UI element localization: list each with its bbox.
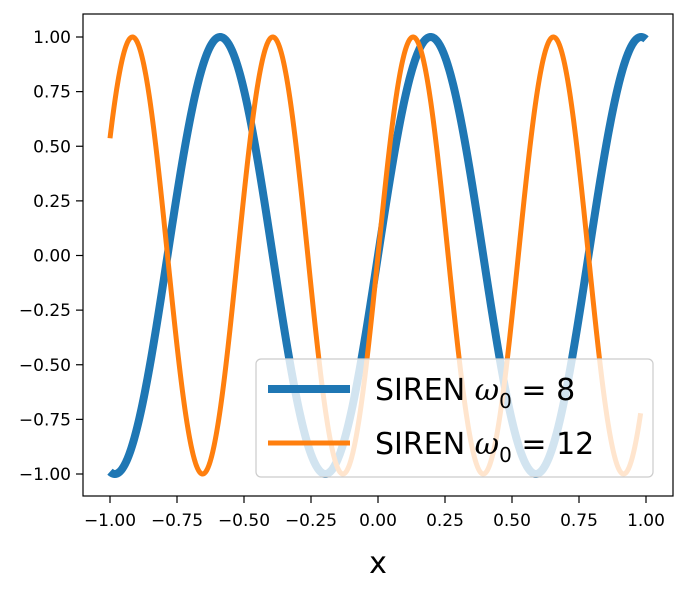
x-axis-label: x [369,546,387,581]
legend-label-suffix: = 12 [512,427,594,462]
legend-label-siren-12: SIREN ω0 = 12 [375,427,594,467]
legend-label-subscript: 0 [499,389,512,413]
y-tick-label: −1.00 [19,465,71,485]
ticks-layer: −1.00 −0.75 −0.50 −0.25 0.00 0.25 0.50 0.75 1.00… [19,28,665,531]
x-tick-label: −0.75 [151,511,203,531]
x-tick-label: −1.00 [84,511,136,531]
x-tick-label: 1.00 [627,511,665,531]
y-tick-label: −0.75 [19,410,71,430]
x-tick-label: 0.50 [493,511,531,531]
x-tick-label: 0.25 [426,511,464,531]
x-tick-label: −0.50 [218,511,270,531]
y-tick-label: 1.00 [33,28,71,48]
legend-label-prefix: SIREN [375,427,475,462]
legend-label-omega: ω [475,427,499,462]
legend-label-siren-8: SIREN ω0 = 8 [375,373,575,413]
y-tick-label: −0.50 [19,356,71,376]
legend-label-subscript: 0 [499,443,512,467]
x-tick-label: −0.25 [285,511,337,531]
y-tick-label: 0.75 [33,83,71,103]
legend-label-suffix: = 8 [512,373,575,408]
y-tick-label: 0.00 [33,247,71,267]
x-tick-label: 0.00 [359,511,397,531]
legend: SIREN ω0 = 8 SIREN ω0 = 12 [255,358,654,478]
legend-box [255,358,654,478]
series-line-siren-12 [107,34,644,477]
legend-label-omega: ω [475,373,499,408]
y-tick-label: 0.50 [33,137,71,157]
x-tick-label: 0.75 [560,511,598,531]
legend-label-prefix: SIREN [375,373,475,408]
y-tick-label: 0.25 [33,192,71,212]
y-tick-label: −0.25 [19,301,71,321]
